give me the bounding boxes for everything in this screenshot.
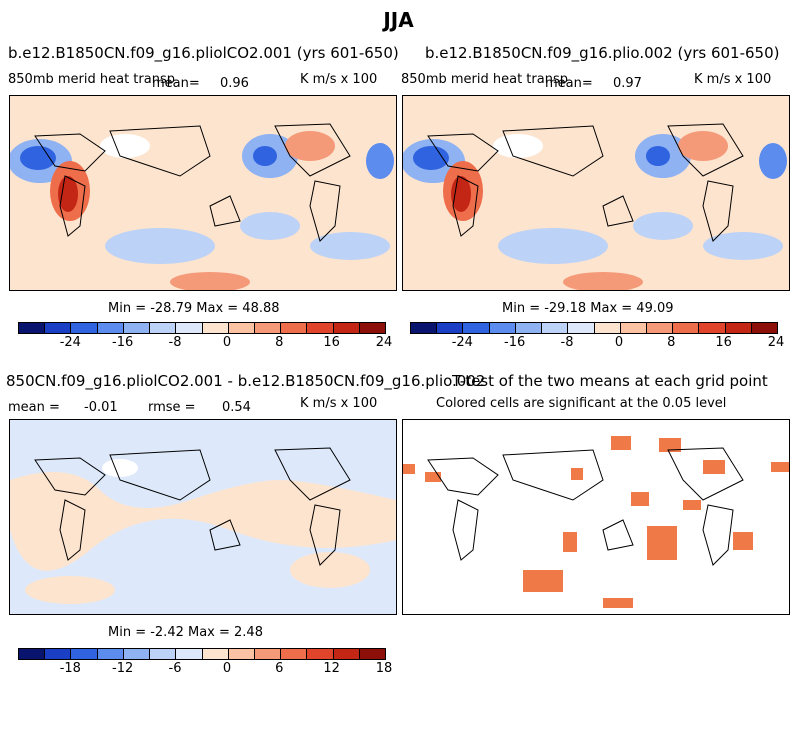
colorbar-swatch: [281, 323, 308, 333]
colorbar-tick: 0: [222, 661, 232, 676]
panel2-map: [402, 95, 790, 291]
colorbar-swatch: [176, 649, 203, 659]
panel3-colorbar: [18, 648, 386, 660]
panel3-map: [9, 419, 397, 615]
colorbar-swatch: [254, 649, 282, 659]
panel2-mean-value: 0.97: [613, 76, 642, 91]
panel4-title: T-test of the two means at each grid poi…: [452, 372, 768, 390]
panel2-variable: 850mb merid heat transp: [401, 72, 568, 87]
panel1-colorbar-ticks: -24 -16 -8 0 8 16 24: [18, 335, 393, 351]
colorbar-swatch: [411, 323, 438, 333]
figure-title: JJA: [383, 8, 414, 32]
colorbar-swatch: [19, 323, 46, 333]
panel2-units: K m/s x 100: [694, 72, 772, 87]
panel2-title: b.e12.B1850CN.f09_g16.plio.002 (yrs 601-…: [425, 44, 780, 62]
panel1-title: b.e12.B1850CN.f09_g16.pliolCO2.001 (yrs …: [8, 44, 399, 62]
panel4-note: Colored cells are significant at the 0.0…: [436, 396, 727, 411]
colorbar-swatch: [202, 323, 229, 333]
colorbar-swatch: [463, 323, 490, 333]
panel1-map: [9, 95, 397, 291]
panel3-mean-label: mean =: [8, 400, 60, 415]
colorbar-swatch: [45, 323, 72, 333]
colorbar-tick: -6: [168, 661, 182, 676]
colorbar-swatch: [97, 323, 124, 333]
panel2-colorbar-ticks: -24 -16 -8 0 8 16 24: [410, 335, 785, 351]
colorbar-swatch: [489, 323, 516, 333]
colorbar-tick: 18: [375, 661, 393, 676]
colorbar-tick: 24: [375, 335, 393, 350]
colorbar-swatch: [620, 323, 647, 333]
panel3-title: 850CN.f09_g16.pliolCO2.001 - b.e12.B1850…: [6, 372, 486, 390]
colorbar-swatch: [333, 649, 360, 659]
colorbar-swatch: [437, 323, 464, 333]
colorbar-swatch: [19, 649, 46, 659]
colorbar-tick: -18: [59, 661, 81, 676]
colorbar-swatch: [646, 323, 674, 333]
colorbar-tick: -8: [560, 335, 574, 350]
colorbar-swatch: [568, 323, 595, 333]
panel4-map: [402, 419, 790, 615]
colorbar-swatch: [281, 649, 308, 659]
colorbar-tick: 0: [222, 335, 232, 350]
colorbar-tick: -16: [504, 335, 526, 350]
colorbar-tick: 0: [614, 335, 624, 350]
colorbar-swatch: [228, 649, 255, 659]
panel1-variable: 850mb merid heat transp: [8, 72, 175, 87]
colorbar-tick: 12: [323, 661, 340, 676]
colorbar-tick: -24: [451, 335, 473, 350]
colorbar-swatch: [594, 323, 621, 333]
colorbar-swatch: [542, 323, 569, 333]
colorbar-swatch: [254, 323, 282, 333]
panel3-rmse-value: 0.54: [222, 400, 251, 415]
colorbar-tick: 8: [275, 335, 284, 350]
colorbar-swatch: [307, 649, 334, 659]
colorbar-swatch: [673, 323, 700, 333]
colorbar-swatch: [751, 323, 778, 333]
colorbar-tick: 6: [275, 661, 284, 676]
colorbar-swatch: [725, 323, 752, 333]
colorbar-swatch: [150, 649, 177, 659]
colorbar-swatch: [176, 323, 203, 333]
colorbar-tick: 24: [767, 335, 785, 350]
colorbar-tick: -24: [59, 335, 81, 350]
colorbar-swatch: [333, 323, 360, 333]
colorbar-swatch: [359, 323, 386, 333]
colorbar-swatch: [123, 649, 151, 659]
panel3-mean-value: -0.01: [84, 400, 118, 415]
colorbar-swatch: [202, 649, 229, 659]
colorbar-tick: 16: [715, 335, 732, 350]
panel3-rmse-label: rmse =: [148, 400, 196, 415]
colorbar-swatch: [228, 323, 255, 333]
panel1-units: K m/s x 100: [300, 72, 378, 87]
panel1-minmax: Min = -28.79 Max = 48.88: [108, 301, 280, 316]
colorbar-swatch: [123, 323, 151, 333]
colorbar-swatch: [71, 323, 98, 333]
panel1-colorbar: [18, 322, 386, 334]
colorbar-swatch: [45, 649, 72, 659]
colorbar-tick: 8: [667, 335, 676, 350]
colorbar-swatch: [699, 323, 726, 333]
colorbar-tick: 16: [323, 335, 340, 350]
panel1-mean-label: mean=: [152, 76, 200, 91]
panel3-units: K m/s x 100: [300, 396, 378, 411]
colorbar-tick: -8: [168, 335, 182, 350]
colorbar-tick: -16: [112, 335, 134, 350]
panel2-mean-label: mean=: [545, 76, 593, 91]
colorbar-tick: -12: [112, 661, 134, 676]
colorbar-swatch: [307, 323, 334, 333]
panel1-mean-value: 0.96: [220, 76, 249, 91]
colorbar-swatch: [150, 323, 177, 333]
colorbar-swatch: [359, 649, 386, 659]
colorbar-swatch: [71, 649, 98, 659]
colorbar-swatch: [515, 323, 543, 333]
panel2-colorbar: [410, 322, 778, 334]
panel3-minmax: Min = -2.42 Max = 2.48: [108, 625, 263, 640]
colorbar-swatch: [97, 649, 124, 659]
panel3-colorbar-ticks: -18 -12 -6 0 6 12 18: [18, 661, 393, 677]
panel2-minmax: Min = -29.18 Max = 49.09: [502, 301, 674, 316]
